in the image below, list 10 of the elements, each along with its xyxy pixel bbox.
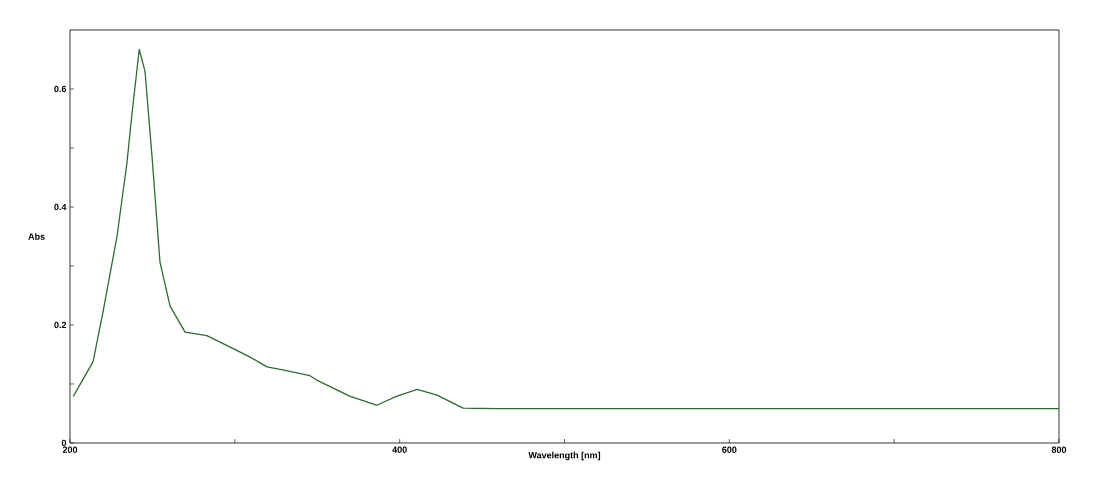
y-tick-label: 0.2 [54,321,67,329]
x-axis-title: Wavelength [nm] [528,451,601,461]
y-tick-label: 0.6 [54,85,67,93]
x-tick-label: 600 [722,446,737,453]
x-tick-label: 200 [62,446,78,453]
y-axis-title: Abs [28,233,45,240]
x-tick-label: 400 [392,446,407,453]
y-tick-label: 0 [61,439,67,447]
x-tick-label: 800 [1051,446,1067,453]
y-tick-label: 0.4 [54,203,67,211]
